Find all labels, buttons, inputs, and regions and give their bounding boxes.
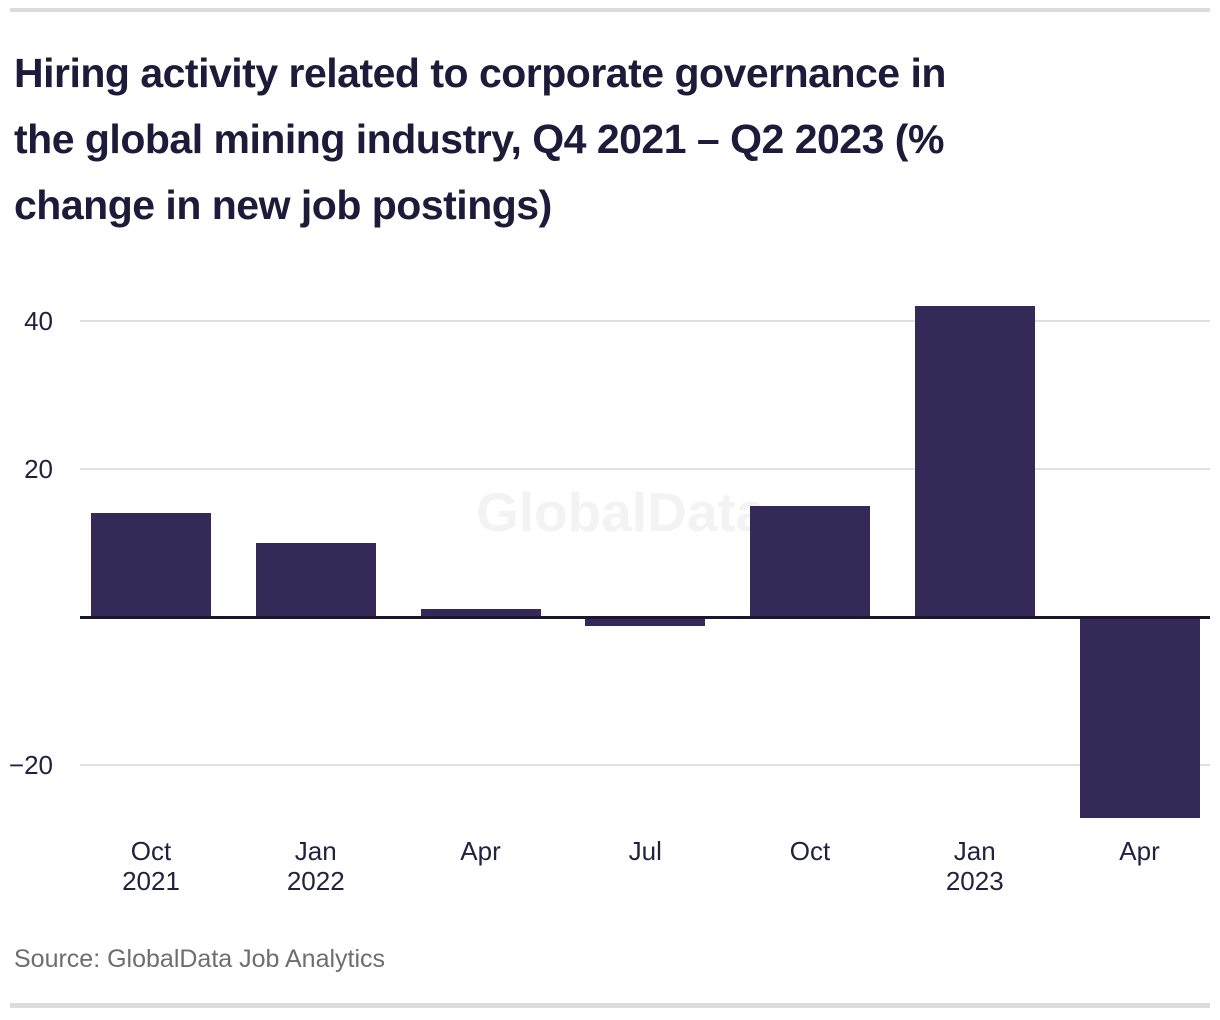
y-axis: 40 20 −20 [0,300,53,860]
gridline-40 [80,319,1210,322]
bar-chart-plot-area: Oct 2021 Jan 2022 Apr Jul Oct Jan 2023 Apr [80,300,1210,896]
bar-oct-2021 [91,512,211,618]
chart-title-line-3: change in new job postings) [14,182,552,228]
y-tick-label-40: 40 [24,305,53,336]
x-tick-label-jul: Jul [628,836,662,866]
x-tick-label-jan-2022: Jan 2022 [286,836,345,896]
chart-title-line-2: the global mining industry, Q4 2021 – Q2… [14,116,944,162]
bar-apr [420,609,541,618]
chart-title: Hiring activity related to corporate gov… [14,40,1194,238]
bottom-divider [10,1003,1210,1008]
x-tick-label-oct: Oct [789,836,831,866]
chart-title-line-1: Hiring activity related to corporate gov… [14,50,946,96]
bar-jan-2023 [914,305,1035,618]
x-axis-zero-line [80,616,1210,619]
x-tick-label-apr: Apr [460,836,501,866]
y-tick-label--20: −20 [8,749,53,780]
source-note: Source: GlobalData Job Analytics [14,945,386,973]
x-tick-label-jan-2023: Jan 2023 [945,836,1004,896]
bar-oct [750,505,870,618]
bar-jan-2022 [255,542,376,618]
bar-apr [1079,617,1200,819]
y-tick-label-20: 20 [24,453,53,484]
x-tick-label-oct-2021: Oct 2021 [122,836,180,896]
top-divider [10,8,1210,12]
gridline-20 [80,467,1210,470]
gridline--20 [80,763,1210,766]
globaldata-watermark: GlobalData [476,481,767,543]
x-tick-label-apr: Apr [1119,836,1160,866]
bar-jul [585,617,706,626]
